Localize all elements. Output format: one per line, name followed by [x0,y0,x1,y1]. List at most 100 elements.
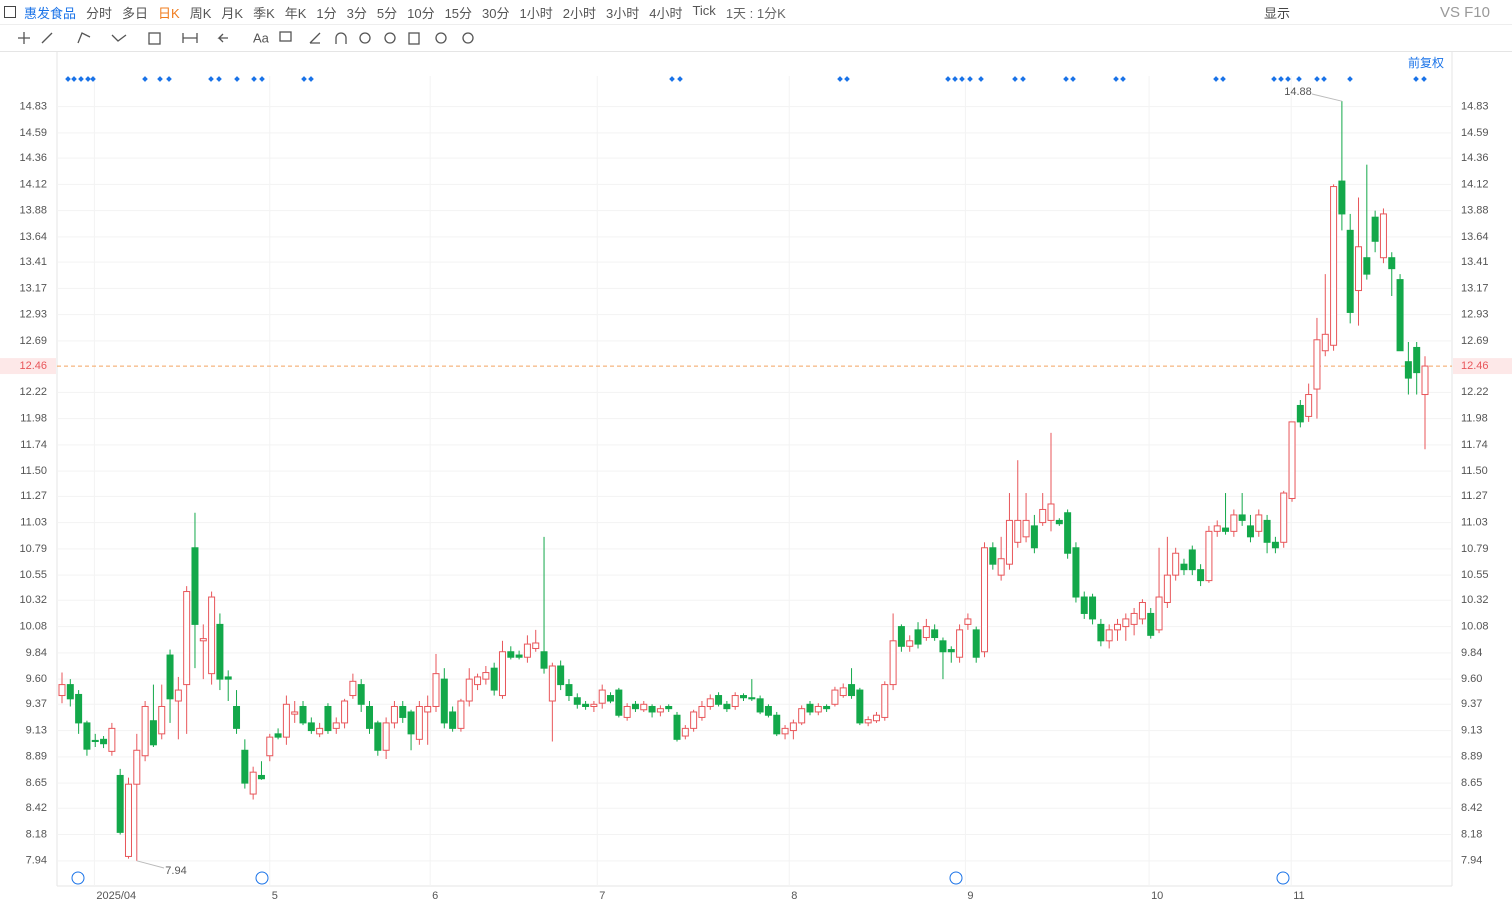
period-option[interactable]: 4小时 [649,5,683,21]
period-option[interactable]: 5分 [376,5,398,21]
event-marker [1220,76,1226,82]
angle-tool[interactable] [309,32,321,44]
adjust-mode[interactable]: 前复权 [1408,55,1444,70]
period-option[interactable]: 年K [284,5,307,21]
candle-body [548,665,556,702]
candle-body [665,705,673,710]
candle-body [848,684,856,697]
channel-tool[interactable] [77,32,91,44]
candle-body [981,547,989,653]
candle-body [1055,519,1063,525]
candle-body [266,736,274,757]
compare-button[interactable]: VS F10 [1439,3,1490,21]
candle-body [124,783,132,857]
wave-tool[interactable] [111,34,127,42]
arrow-tool[interactable] [217,33,228,43]
event-marker [65,76,71,82]
last-price-badge [1453,358,1512,375]
candle-body [532,642,540,649]
fib-tool[interactable] [148,32,161,45]
candle-body [706,698,714,707]
candle-body [1363,257,1371,275]
candle-body [939,640,947,653]
candle-body [681,727,689,737]
y-tick-label-right: 13.88 [1461,205,1489,217]
period-option[interactable]: 3小时 [605,5,640,21]
period-option[interactable]: 1分 [316,5,337,21]
period-option[interactable]: 日K [158,5,180,21]
event-marker [959,76,965,82]
candle-body [989,547,997,565]
interval-select[interactable]: 1天 : 1分K [725,5,786,21]
lock-tool[interactable] [359,32,371,44]
period-option[interactable]: 3分 [346,5,367,21]
event-marker [1120,76,1126,82]
y-tick-label-right: 14.36 [1461,152,1489,164]
candle-body [972,629,980,658]
candle-body [1105,629,1113,642]
candle-body [731,695,739,707]
text-tool[interactable]: Aa [253,30,270,45]
candle-body [764,705,772,716]
candle-body [748,697,756,700]
period-option[interactable]: 多日 [122,5,149,21]
event-marker [1314,76,1320,82]
event-marker [1321,76,1327,82]
y-tick-label: 11.27 [20,490,47,502]
y-tick-label: 11.74 [20,439,47,451]
line-tool[interactable] [41,32,53,44]
candle-body [1421,365,1429,396]
period-option[interactable]: 季K [253,5,275,21]
period-option[interactable]: Tick [692,2,716,18]
settings-tool[interactable] [462,32,474,44]
note-tool[interactable] [279,31,292,42]
y-tick-label: 13.41 [19,256,47,268]
candle-body [149,720,157,746]
delete-tool[interactable] [408,32,420,45]
candle-body [1388,257,1396,270]
eye-tool[interactable] [384,32,396,44]
candle-body [399,705,407,718]
last-price-badge [0,358,56,375]
period-option[interactable]: 2小时 [562,5,596,21]
period-option[interactable]: 15分 [444,5,473,21]
candle-body [341,700,349,724]
candle-body [1371,216,1379,242]
y-tick-label-right: 8.18 [1461,828,1482,840]
sidebar-toggle[interactable] [4,6,16,18]
event-marker [978,76,984,82]
event-marker [837,76,843,82]
candle-body [307,722,315,732]
candle-body [1097,623,1105,642]
candle-body [241,749,249,784]
candle-body [415,705,423,740]
event-marker [71,76,77,82]
period-option[interactable]: 1小时 [519,5,553,21]
candle-body [58,684,66,697]
y-tick-label-right: 8.65 [1461,777,1482,789]
period-option[interactable]: 月K [221,5,244,21]
candle-body [723,703,731,710]
candle-body [282,703,290,738]
candle-body [864,719,872,724]
candle-body [573,697,581,705]
stock-name[interactable]: 惠发食品 [24,5,77,21]
candle-body [557,665,565,686]
period-option[interactable]: 分时 [86,5,113,21]
overlay-tool[interactable] [435,32,447,44]
event-marker [1271,76,1277,82]
candle-body [523,643,531,658]
y-tick-label-right: 13.41 [1461,256,1489,268]
period-option[interactable]: 周K [189,5,212,21]
period-option[interactable]: 30分 [482,5,510,21]
display-menu[interactable]: 显示 [1263,5,1290,21]
magnet-tool[interactable] [335,32,347,44]
candle-body [141,705,149,757]
move-tool[interactable] [18,32,30,44]
candle-body [1404,361,1412,379]
measure-tool[interactable] [182,33,198,43]
candle-body [166,654,174,700]
candle-body [1255,514,1263,532]
period-option[interactable]: 10分 [407,5,435,21]
